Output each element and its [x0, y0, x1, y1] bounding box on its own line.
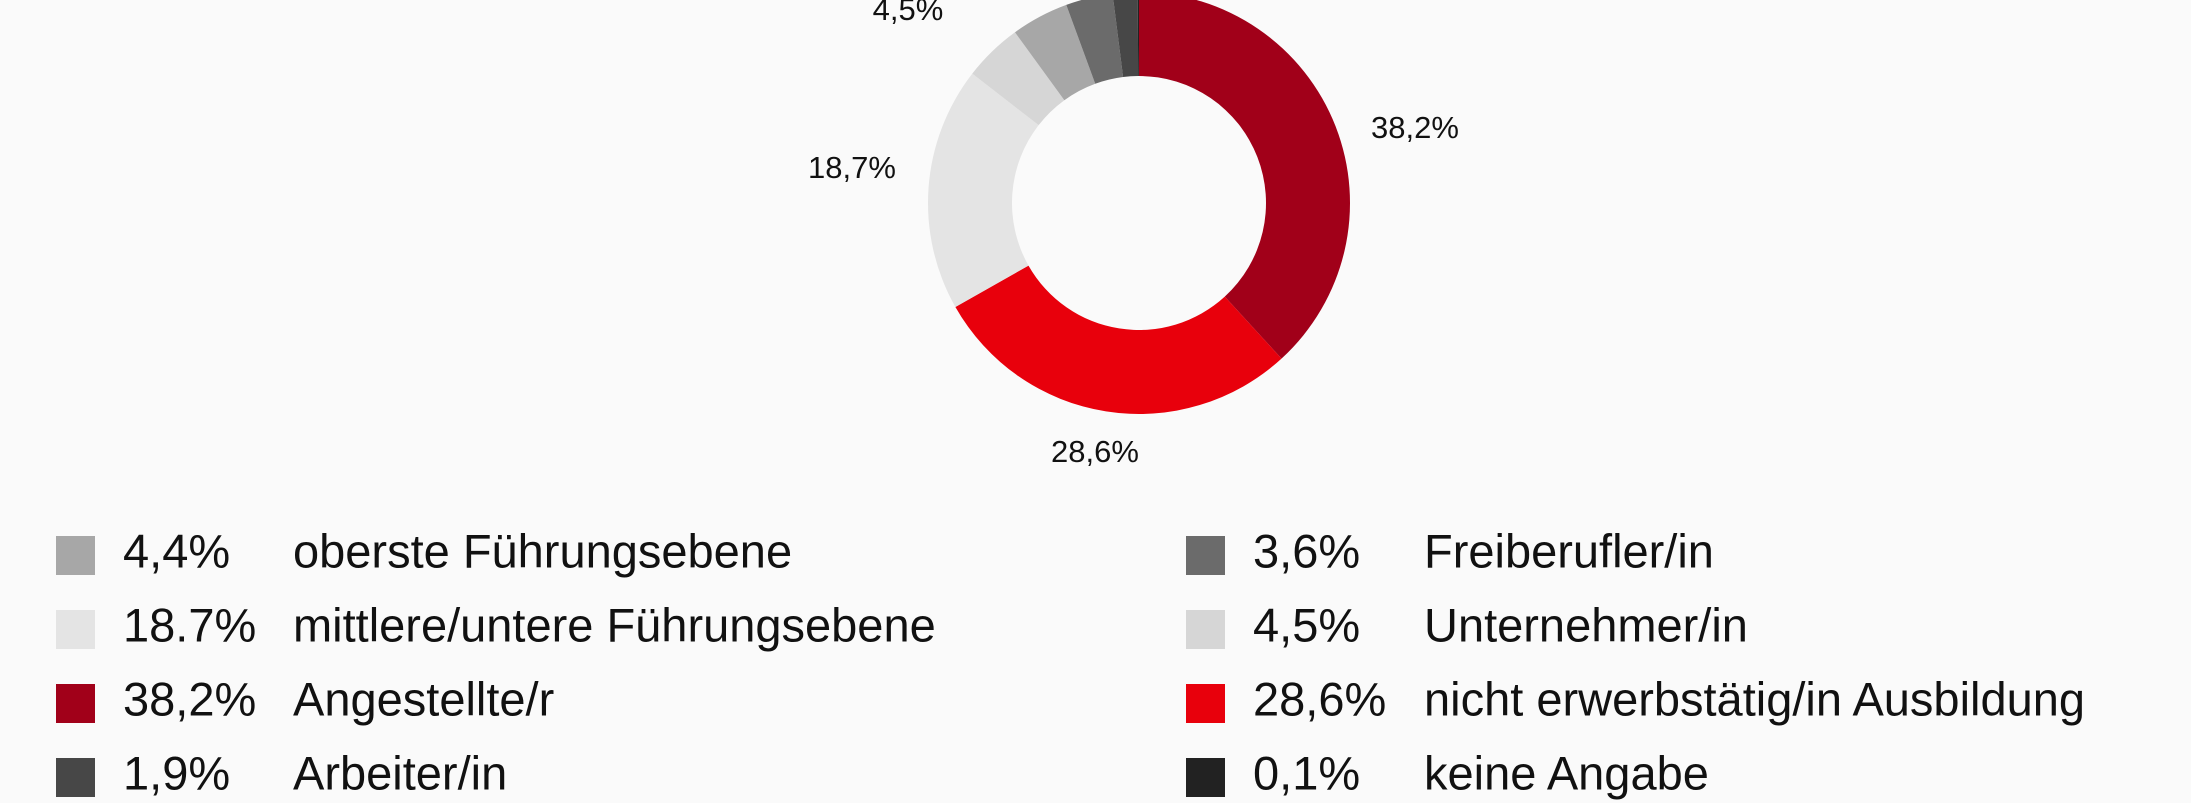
legend-label: mittlere/untere Führungsebene	[293, 598, 936, 651]
legend-swatch	[1186, 758, 1225, 797]
legend-swatch	[56, 536, 95, 575]
donut-segment	[1139, 0, 1350, 359]
data-label: 4,5%	[873, 0, 944, 27]
legend-swatch	[1186, 684, 1225, 723]
legend-label: Angestellte/r	[293, 672, 554, 725]
legend-value: 0,1%	[1253, 746, 1360, 799]
donut-segment	[1014, 4, 1096, 101]
donut-segment	[1113, 0, 1139, 78]
legend-swatch	[56, 758, 95, 797]
legend-value: 28,6%	[1253, 672, 1386, 725]
legend-value: 38,2%	[123, 672, 256, 725]
legend-label: Freiberufler/in	[1424, 524, 1714, 577]
legend-value: 4,4%	[123, 524, 230, 577]
donut-segment	[1066, 0, 1124, 84]
legend-swatch	[56, 684, 95, 723]
legend-label: nicht erwerbstätig/in Ausbildung	[1424, 672, 2085, 725]
legend-swatch	[56, 610, 95, 649]
data-label: 28,6%	[1051, 434, 1139, 469]
legend-swatch	[1186, 610, 1225, 649]
donut-segment	[927, 73, 1039, 307]
legend-value: 3,6%	[1253, 524, 1360, 577]
donut-segment	[972, 32, 1065, 126]
legend-value: 18.7%	[123, 598, 256, 651]
donut-segment	[955, 265, 1282, 414]
data-label: 38,2%	[1371, 110, 1459, 145]
legend-label: Arbeiter/in	[293, 746, 507, 799]
legend-label: keine Angabe	[1424, 746, 1709, 799]
legend-swatch	[1186, 536, 1225, 575]
data-label: 18,7%	[808, 150, 896, 185]
legend-label: oberste Führungsebene	[293, 524, 792, 577]
legend-label: Unternehmer/in	[1424, 598, 1748, 651]
legend-value: 4,5%	[1253, 598, 1360, 651]
donut-segment	[1137, 0, 1139, 77]
legend-value: 1,9%	[123, 746, 230, 799]
